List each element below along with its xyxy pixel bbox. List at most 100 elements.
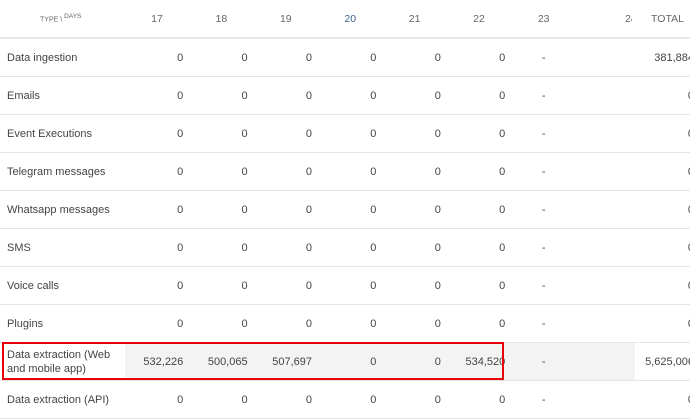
day-value: 0 xyxy=(124,76,190,115)
day-value: 0 xyxy=(124,228,190,267)
day-value: 0 xyxy=(382,38,447,77)
row-label: Emails xyxy=(0,76,125,115)
day-value: 0 xyxy=(382,304,447,343)
day-value: 0 xyxy=(318,152,383,191)
day-value: 0 xyxy=(446,38,512,77)
day-header[interactable]: 19 xyxy=(253,0,318,39)
row-label: Whatsapp messages xyxy=(0,190,125,229)
day-value: 0 xyxy=(318,228,383,267)
row-label: Plugins xyxy=(0,304,125,343)
day-value: 0 xyxy=(318,304,383,343)
days-label: DAYS xyxy=(64,13,82,21)
day-value xyxy=(576,266,635,305)
type-label: TYPE xyxy=(40,16,59,24)
day-value: 0 xyxy=(124,38,190,77)
day-value: 0 xyxy=(382,190,447,229)
day-value: 0 xyxy=(253,152,318,191)
day-header[interactable]: 20 xyxy=(318,0,383,39)
day-value: 0 xyxy=(446,152,512,191)
day-value: 0 xyxy=(318,190,383,229)
day-value: 0 xyxy=(124,266,190,305)
day-value: - xyxy=(511,38,577,77)
header-row: TYPE \ DAYS 17 18 19 20 21 22 23 24 TOTA… xyxy=(0,0,690,39)
day-value: 0 xyxy=(253,114,318,153)
day-header[interactable]: 22 xyxy=(446,0,512,39)
row-total: 0 xyxy=(634,114,690,153)
day-value: 0 xyxy=(189,76,254,115)
day-value: 0 xyxy=(124,190,190,229)
day-value: - xyxy=(511,228,577,267)
separator: \ xyxy=(60,16,63,24)
day-value: 0 xyxy=(446,228,512,267)
day-value: 507,697 xyxy=(253,342,318,381)
day-value: 532,226 xyxy=(124,342,190,381)
day-value xyxy=(576,38,635,77)
day-header[interactable]: 21 xyxy=(382,0,447,39)
day-value: 0 xyxy=(253,304,318,343)
day-value: - xyxy=(511,190,577,229)
day-value: 0 xyxy=(253,38,318,77)
total-header: TOTAL xyxy=(634,0,690,39)
day-value: 0 xyxy=(446,76,512,115)
day-value: 0 xyxy=(189,304,254,343)
type-days-header: TYPE \ DAYS xyxy=(0,0,125,39)
day-value: 0 xyxy=(189,190,254,229)
row-label: Event Executions xyxy=(0,114,125,153)
day-header[interactable]: 18 xyxy=(189,0,254,39)
day-value: 0 xyxy=(446,114,512,153)
day-value: 0 xyxy=(189,38,254,77)
day-value xyxy=(576,228,635,267)
day-value: 534,520 xyxy=(446,342,512,381)
day-value xyxy=(576,114,635,153)
day-value: 0 xyxy=(318,114,383,153)
day-value: 0 xyxy=(446,266,512,305)
day-value: 0 xyxy=(446,380,512,419)
row-label: Telegram messages xyxy=(0,152,125,191)
day-value: 0 xyxy=(382,152,447,191)
row-total: 0 xyxy=(634,152,690,191)
day-header-text: 24 xyxy=(624,12,632,25)
day-value: 0 xyxy=(318,380,383,419)
row-total: 381,884 xyxy=(634,38,690,77)
day-header[interactable]: 24 xyxy=(576,0,635,39)
day-value: 0 xyxy=(382,266,447,305)
day-value: - xyxy=(511,114,577,153)
day-value: 0 xyxy=(189,380,254,419)
day-value: 0 xyxy=(124,114,190,153)
day-value: 0 xyxy=(124,152,190,191)
day-value: 0 xyxy=(382,76,447,115)
row-total: 0 xyxy=(634,266,690,305)
day-value xyxy=(576,342,635,381)
day-value: 0 xyxy=(382,114,447,153)
day-value: 0 xyxy=(446,190,512,229)
day-value: 0 xyxy=(189,266,254,305)
row-label: Data ingestion xyxy=(0,38,125,77)
row-total: 0 xyxy=(634,76,690,115)
day-value: 0 xyxy=(382,342,447,381)
day-value xyxy=(576,152,635,191)
day-value: - xyxy=(511,76,577,115)
day-value: - xyxy=(511,152,577,191)
day-header[interactable]: 23 xyxy=(511,0,577,39)
day-value: 0 xyxy=(253,228,318,267)
row-total: 0 xyxy=(634,304,690,343)
row-label: Data extraction (Web and mobile app) xyxy=(0,342,125,381)
day-value: - xyxy=(511,304,577,343)
day-value xyxy=(576,76,635,115)
day-value: 0 xyxy=(189,114,254,153)
day-header[interactable]: 17 xyxy=(124,0,190,39)
day-value: 0 xyxy=(253,380,318,419)
row-total: 5,625,006 xyxy=(634,342,690,381)
day-value: - xyxy=(511,380,577,419)
day-value: 0 xyxy=(253,190,318,229)
row-label: SMS xyxy=(0,228,125,267)
